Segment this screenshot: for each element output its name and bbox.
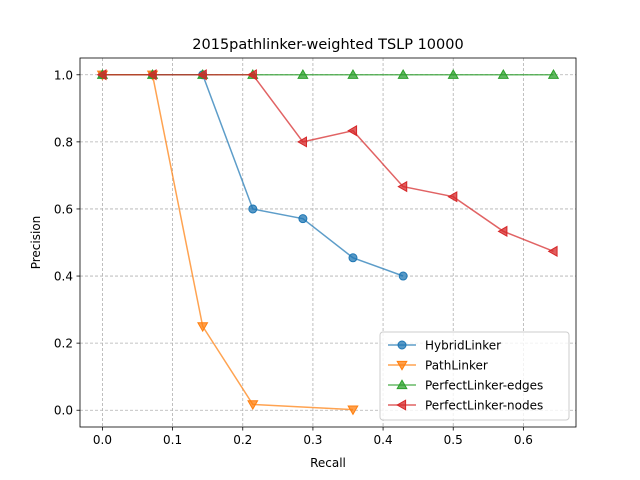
x-tick-label: 0.2 [233,433,252,447]
series-perfectlinker-nodes [96,69,558,257]
data-point [247,400,259,411]
data-point [398,271,408,281]
data-point [347,125,358,137]
data-point [348,253,358,263]
legend-label: PathLinker [425,359,488,373]
legend-marker [396,360,408,371]
axes: 0.0 0.1 0.2 0.3 0.4 0.5 0.6 0.0 0.2 0.4 0.6 0.8 1.0 [54,68,533,447]
y-tick-label: 0.8 [54,135,73,149]
data-point [246,69,257,81]
x-tick-label: 0.6 [514,433,533,447]
data-point [397,180,408,193]
legend-label: PerfectLinker-nodes [425,399,543,413]
legend-box [379,331,570,421]
y-tick-label: 0.2 [54,337,73,351]
x-tick-label: 0.1 [163,433,182,447]
x-tick-label: 0.3 [303,433,322,447]
legend-marker [397,340,407,350]
legend-marker [396,399,407,411]
data-point [196,69,207,81]
x-axis-label: Recall [310,456,346,470]
data-point [197,322,209,333]
data-point [347,405,359,416]
data-point [397,68,409,79]
y-tick-label: 0.0 [54,404,73,418]
chart-title: 2015pathlinker-weighted TSLP 10000 [192,37,463,53]
legend-entry: HybridLinker [388,339,501,353]
data-point [497,68,509,79]
data-point [248,204,258,214]
data-point [547,68,560,79]
data-point [96,69,107,81]
series-layer [96,68,560,416]
legend-entry: PathLinker [388,359,488,373]
legend-entry: PerfectLinker-nodes [388,399,543,413]
data-point [447,191,458,203]
x-tick-label: 0.0 [93,433,112,447]
data-point [447,68,459,79]
x-tick-label: 0.4 [374,433,393,447]
series-line [102,74,554,252]
legend-entry: PerfectLinker-edges [388,379,543,393]
data-point [297,136,307,148]
data-point [347,68,359,79]
data-point [298,214,308,224]
y-tick-label: 0.6 [54,202,73,216]
plot-frame [79,57,577,428]
data-point [497,225,508,237]
data-point [547,245,558,257]
y-axis-label: Precision [29,216,43,270]
y-tick-label: 0.4 [54,270,73,284]
data-point [146,69,157,81]
legend-marker [396,379,408,390]
y-tick-label: 1.0 [54,68,73,82]
x-tick-label: 0.5 [444,433,463,447]
legend-label: PerfectLinker-edges [425,379,543,393]
legend: HybridLinker PathLinker PerfectLinker-edge… [379,331,570,421]
legend-label: HybridLinker [425,339,501,353]
data-point [297,68,309,79]
